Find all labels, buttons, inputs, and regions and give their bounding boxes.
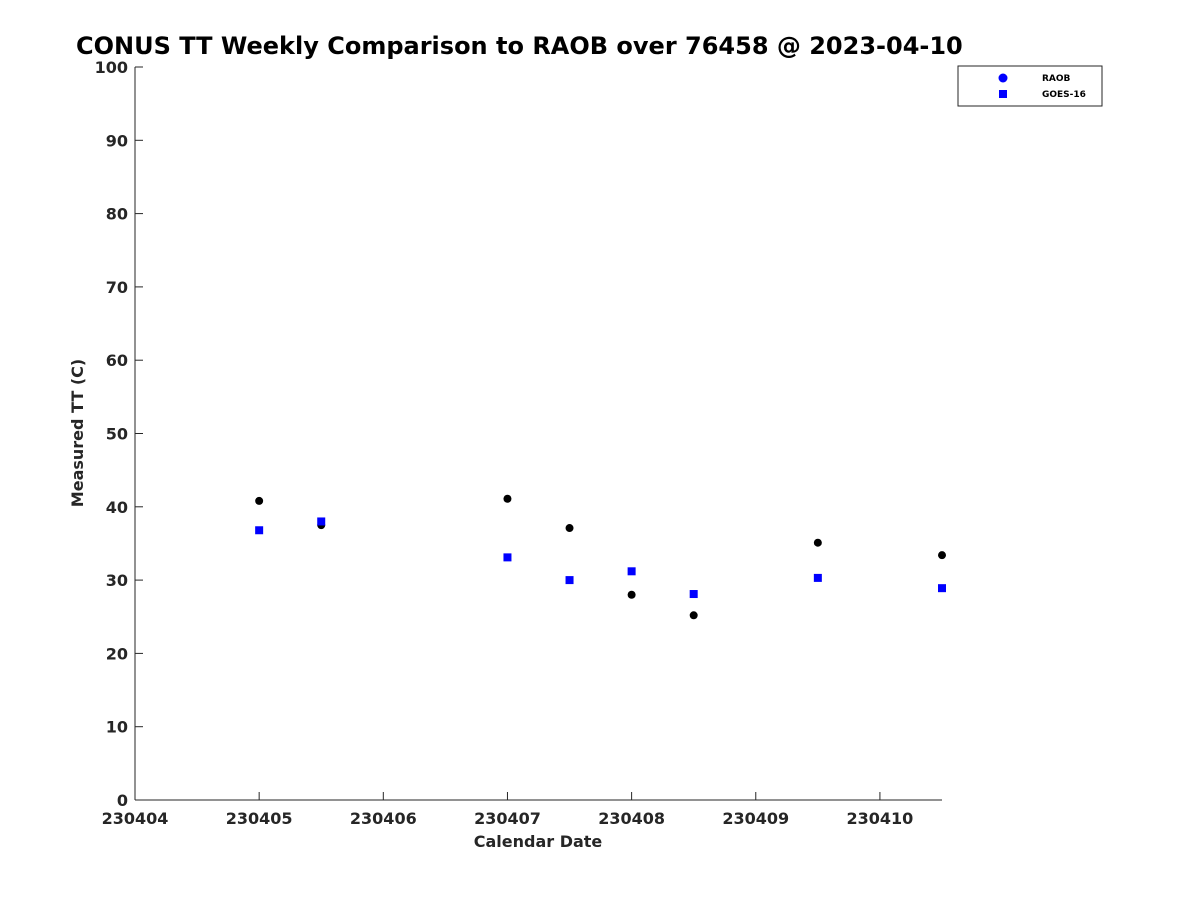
data-point-goes16 xyxy=(565,576,574,585)
data-point-raob xyxy=(503,494,512,503)
y-tick-label: 40 xyxy=(106,498,128,517)
axes xyxy=(134,67,942,801)
legend-label-goes16: GOES-16 xyxy=(1042,90,1086,100)
x-tick-label: 230407 xyxy=(474,809,541,828)
chart-title: CONUS TT Weekly Comparison to RAOB over … xyxy=(76,32,963,60)
y-tick-label: 60 xyxy=(106,351,128,370)
data-point-raob xyxy=(627,590,636,599)
legend-marker-goes16 xyxy=(999,90,1007,98)
data-point-goes16 xyxy=(689,590,698,599)
x-tick-label: 230408 xyxy=(598,809,665,828)
legend-box xyxy=(957,65,1103,107)
y-tick-label: 10 xyxy=(106,718,128,737)
y-tick-label: 30 xyxy=(106,571,128,590)
x-tick-label: 230406 xyxy=(350,809,417,828)
data-point-goes16 xyxy=(938,584,946,593)
y-axis-label: Measured TT (C) xyxy=(68,359,87,507)
data-point-raob xyxy=(813,538,822,547)
data-point-raob xyxy=(938,551,946,560)
y-tick-label: 70 xyxy=(106,278,128,297)
data-point-raob xyxy=(255,496,264,505)
data-point-goes16 xyxy=(255,526,264,535)
data-point-raob xyxy=(565,524,574,533)
y-tick-label: 100 xyxy=(95,58,128,77)
data-point-goes16 xyxy=(503,553,512,562)
x-tick-label: 230405 xyxy=(226,809,293,828)
legend: RAOB GOES-16 xyxy=(957,65,1103,107)
x-axis-ticks: 230404 230405 230406 230407 230408 230409 2304… xyxy=(102,792,914,828)
legend-label-raob: RAOB xyxy=(1042,74,1071,84)
y-tick-label: 80 xyxy=(106,205,128,224)
data-points xyxy=(255,494,946,620)
data-point-goes16 xyxy=(317,517,326,526)
y-tick-label: 90 xyxy=(106,131,128,150)
y-tick-label: 50 xyxy=(106,425,128,444)
data-point-goes16 xyxy=(627,567,636,576)
x-tick-label: 230409 xyxy=(722,809,789,828)
y-axis-ticks: 0 10 20 30 40 50 60 70 80 90 100 xyxy=(95,58,143,810)
y-tick-label: 0 xyxy=(117,791,128,810)
legend-marker-raob xyxy=(998,73,1008,83)
x-tick-label: 230404 xyxy=(102,809,169,828)
x-axis-label: Calendar Date xyxy=(474,832,603,851)
data-point-goes16 xyxy=(813,573,822,582)
y-tick-label: 20 xyxy=(106,644,128,663)
data-point-raob xyxy=(689,611,698,620)
x-tick-label: 230410 xyxy=(847,809,914,828)
